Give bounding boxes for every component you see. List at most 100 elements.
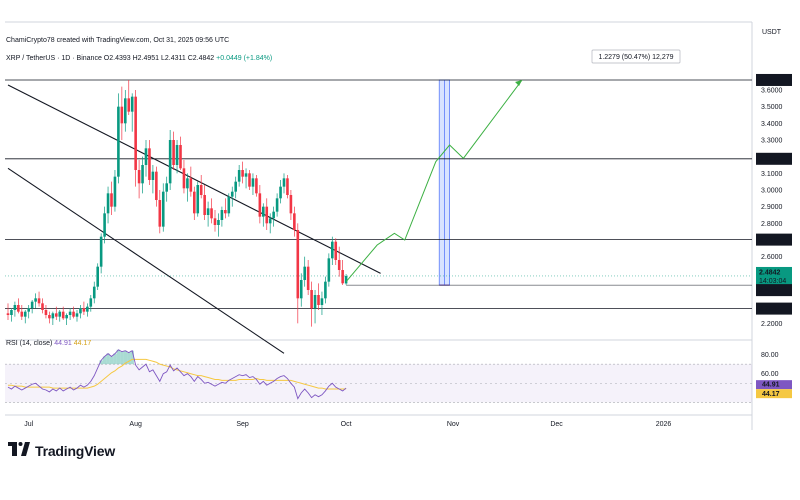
candle[interactable] (237, 170, 241, 182)
candle[interactable] (151, 171, 155, 180)
candle[interactable] (134, 96, 137, 170)
channel-upper-line[interactable] (7, 84, 381, 274)
candle[interactable] (272, 211, 275, 219)
candle[interactable] (251, 178, 255, 187)
candle[interactable] (313, 295, 317, 309)
candle[interactable] (158, 200, 162, 227)
candle[interactable] (196, 185, 200, 214)
candle[interactable] (268, 218, 272, 224)
candle[interactable] (341, 270, 344, 284)
candle[interactable] (89, 298, 93, 307)
candle[interactable] (161, 191, 165, 227)
candle[interactable] (37, 298, 41, 304)
candle[interactable] (279, 186, 282, 199)
candle[interactable] (68, 311, 72, 315)
candle[interactable] (286, 178, 289, 195)
candle[interactable] (79, 308, 82, 314)
candle[interactable] (265, 206, 269, 224)
candle[interactable] (293, 213, 296, 230)
candle[interactable] (61, 311, 65, 319)
candle[interactable] (248, 173, 251, 187)
candle[interactable] (72, 311, 75, 317)
candle[interactable] (17, 305, 20, 312)
candle[interactable] (262, 206, 265, 217)
candle[interactable] (41, 303, 44, 310)
candle[interactable] (110, 193, 113, 207)
candle[interactable] (241, 170, 244, 177)
candle[interactable] (141, 165, 144, 184)
candle[interactable] (186, 178, 189, 189)
candle[interactable] (275, 198, 279, 212)
candle[interactable] (289, 195, 293, 214)
candle[interactable] (210, 208, 213, 219)
candle[interactable] (255, 178, 258, 194)
candle[interactable] (299, 280, 303, 299)
candle[interactable] (179, 145, 182, 169)
candle[interactable] (6, 313, 10, 315)
candle[interactable] (120, 106, 124, 124)
candle[interactable] (51, 313, 55, 319)
candle[interactable] (124, 98, 127, 124)
candle[interactable] (193, 191, 196, 214)
candle[interactable] (20, 311, 24, 317)
candle[interactable] (244, 173, 248, 177)
candle[interactable] (27, 308, 30, 312)
candle[interactable] (296, 230, 300, 299)
candle[interactable] (168, 140, 172, 184)
projection-path[interactable] (345, 79, 523, 282)
candle[interactable] (258, 193, 262, 217)
candle[interactable] (106, 193, 110, 214)
candle[interactable] (23, 311, 27, 317)
candle[interactable] (10, 310, 13, 315)
candle[interactable] (148, 148, 151, 180)
candle[interactable] (203, 195, 206, 215)
candle[interactable] (13, 305, 17, 310)
candle[interactable] (55, 313, 58, 317)
channel-lower-line[interactable] (7, 167, 285, 354)
candle[interactable] (127, 98, 131, 112)
candle[interactable] (165, 183, 168, 192)
candle[interactable] (103, 213, 106, 237)
candle[interactable] (30, 301, 34, 309)
candle[interactable] (175, 145, 179, 165)
candle[interactable] (113, 176, 117, 207)
candle[interactable] (217, 220, 220, 225)
candle[interactable] (310, 290, 313, 309)
candle[interactable] (324, 281, 327, 299)
candle[interactable] (92, 286, 96, 299)
rsi-ma-line[interactable] (8, 358, 347, 390)
candle[interactable] (48, 315, 51, 319)
candle[interactable] (44, 310, 48, 315)
candle[interactable] (213, 218, 217, 225)
candle[interactable] (306, 266, 310, 290)
candle[interactable] (144, 148, 148, 165)
candle[interactable] (96, 266, 99, 287)
candle[interactable] (189, 178, 193, 192)
candle[interactable] (334, 241, 338, 260)
candle[interactable] (58, 311, 62, 317)
candle[interactable] (65, 315, 68, 319)
candle[interactable] (34, 298, 37, 302)
candle[interactable] (234, 181, 237, 192)
candle[interactable] (230, 191, 234, 197)
candle[interactable] (155, 171, 158, 200)
candle[interactable] (320, 298, 324, 305)
candle[interactable] (344, 275, 348, 284)
candle[interactable] (337, 260, 341, 270)
candle[interactable] (220, 210, 224, 220)
rsi-line[interactable] (7, 349, 347, 400)
candle[interactable] (86, 306, 89, 312)
tradingview-footer[interactable]: TradingView (8, 442, 115, 459)
candle[interactable] (224, 210, 227, 214)
candle[interactable] (75, 313, 79, 317)
candle[interactable] (137, 170, 141, 184)
candle[interactable] (99, 236, 103, 267)
candle[interactable] (82, 308, 86, 312)
candle[interactable] (303, 266, 306, 280)
candle[interactable] (182, 168, 186, 189)
candle[interactable] (206, 208, 210, 215)
candle[interactable] (172, 140, 175, 165)
candle[interactable] (199, 185, 203, 195)
candle[interactable] (331, 241, 334, 259)
